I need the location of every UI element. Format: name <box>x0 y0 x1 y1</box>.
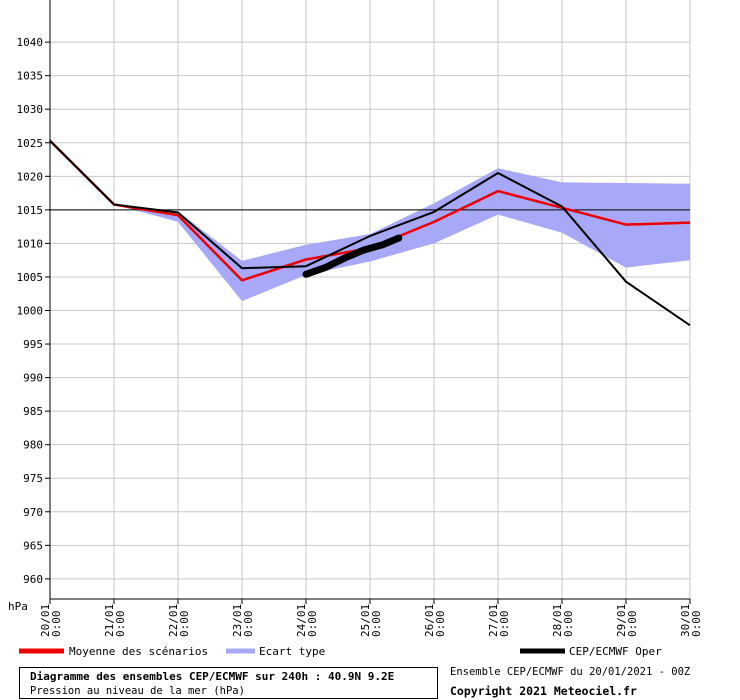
x-tick-time: 0:00 <box>50 611 63 638</box>
legend-label: Ecart type <box>259 645 325 658</box>
x-tick-time: 0:00 <box>498 611 511 638</box>
x-tick-label: 28/010:00 <box>551 604 575 637</box>
x-tick-time: 0:00 <box>626 611 639 638</box>
chart-subtitle: Pression au niveau de la mer (hPa) <box>30 685 245 697</box>
x-tick-label: 20/010:00 <box>39 604 63 637</box>
footer-title-box <box>19 667 438 699</box>
x-tick-date: 25/01 <box>359 604 372 637</box>
oper-series-line <box>49 140 691 327</box>
x-tick-time: 0:00 <box>242 611 255 638</box>
x-tick-date: 23/01 <box>231 604 244 637</box>
legend-label: CEP/ECMWF Oper <box>569 645 662 658</box>
observed-pressure-line <box>302 234 403 278</box>
x-tick-date: 20/01 <box>39 604 52 637</box>
x-tick-time: 0:00 <box>114 611 127 638</box>
x-tick-time: 0:00 <box>370 611 383 638</box>
y-tick-label: 985 <box>23 405 43 418</box>
x-tick-label: 25/010:00 <box>359 604 383 637</box>
y-tick-label: 1030 <box>17 103 44 116</box>
x-tick-label: 23/010:00 <box>231 604 255 637</box>
x-tick-time: 0:00 <box>434 611 447 638</box>
y-tick-label: 980 <box>23 439 43 452</box>
x-tick-label: 21/010:00 <box>103 604 127 637</box>
y-tick-label: 1005 <box>17 271 44 284</box>
y-tick-label: 1025 <box>17 137 44 150</box>
y-tick-label: 1035 <box>17 70 44 83</box>
x-tick-time: 0:00 <box>562 611 575 638</box>
x-tick-label: 30/010:00 <box>679 604 703 637</box>
grid-layer <box>49 0 691 599</box>
spread-band-layer <box>50 140 690 302</box>
x-tick-date: 24/01 <box>295 604 308 637</box>
x-tick-label: 26/010:00 <box>423 604 447 637</box>
x-tick-label: 24/010:00 <box>295 604 319 637</box>
ensemble-run-label: Ensemble CEP/ECMWF du 20/01/2021 - 00Z <box>450 666 691 678</box>
ensemble-pressure-chart: 1040 1035 1030 1025 1020 1015 1010 1005 1000 995 9… <box>8 0 703 658</box>
y-tick-label: 1015 <box>17 204 44 217</box>
y-tick-label: 970 <box>23 506 43 519</box>
x-tick-label: 22/010:00 <box>167 604 191 637</box>
series-lines-layer <box>49 139 691 327</box>
x-tick-date: 28/01 <box>551 604 564 637</box>
y-tick-label: 960 <box>23 573 43 586</box>
y-tick-label: 1000 <box>17 305 44 318</box>
y-tick-label: 975 <box>23 472 43 485</box>
x-tick-date: 29/01 <box>615 604 628 637</box>
y-tick-label: 1040 <box>17 36 44 49</box>
x-tick-label: 27/010:00 <box>487 604 511 637</box>
legend: Moyenne des scénarios Ecart type CEP/ECMWF… <box>19 645 662 658</box>
x-tick-date: 30/01 <box>679 604 692 637</box>
copyright-label: Copyright 2021 Meteociel.fr <box>450 684 637 698</box>
y-tick-label: 965 <box>23 539 43 552</box>
x-tick-date: 22/01 <box>167 604 180 637</box>
y-tick-label: 1010 <box>17 237 44 250</box>
y-tick-label: 1020 <box>17 170 44 183</box>
x-tick-label: 29/010:00 <box>615 604 639 637</box>
axis-layer: 1040 1035 1030 1025 1020 1015 1010 1005 1000 995 9… <box>8 0 703 637</box>
y-axis-unit: hPa <box>8 600 28 613</box>
y-tick-label: 995 <box>23 338 43 351</box>
x-tick-time: 0:00 <box>306 611 319 638</box>
x-tick-time: 0:00 <box>690 611 703 638</box>
ecart-type-band <box>50 140 690 302</box>
y-tick-label: 990 <box>23 372 43 385</box>
x-tick-date: 26/01 <box>423 604 436 637</box>
legend-label: Moyenne des scénarios <box>69 645 208 658</box>
x-tick-date: 21/01 <box>103 604 116 637</box>
x-tick-date: 27/01 <box>487 604 500 637</box>
x-tick-time: 0:00 <box>178 611 191 638</box>
chart-title: Diagramme des ensembles CEP/ECMWF sur 24… <box>30 670 395 683</box>
